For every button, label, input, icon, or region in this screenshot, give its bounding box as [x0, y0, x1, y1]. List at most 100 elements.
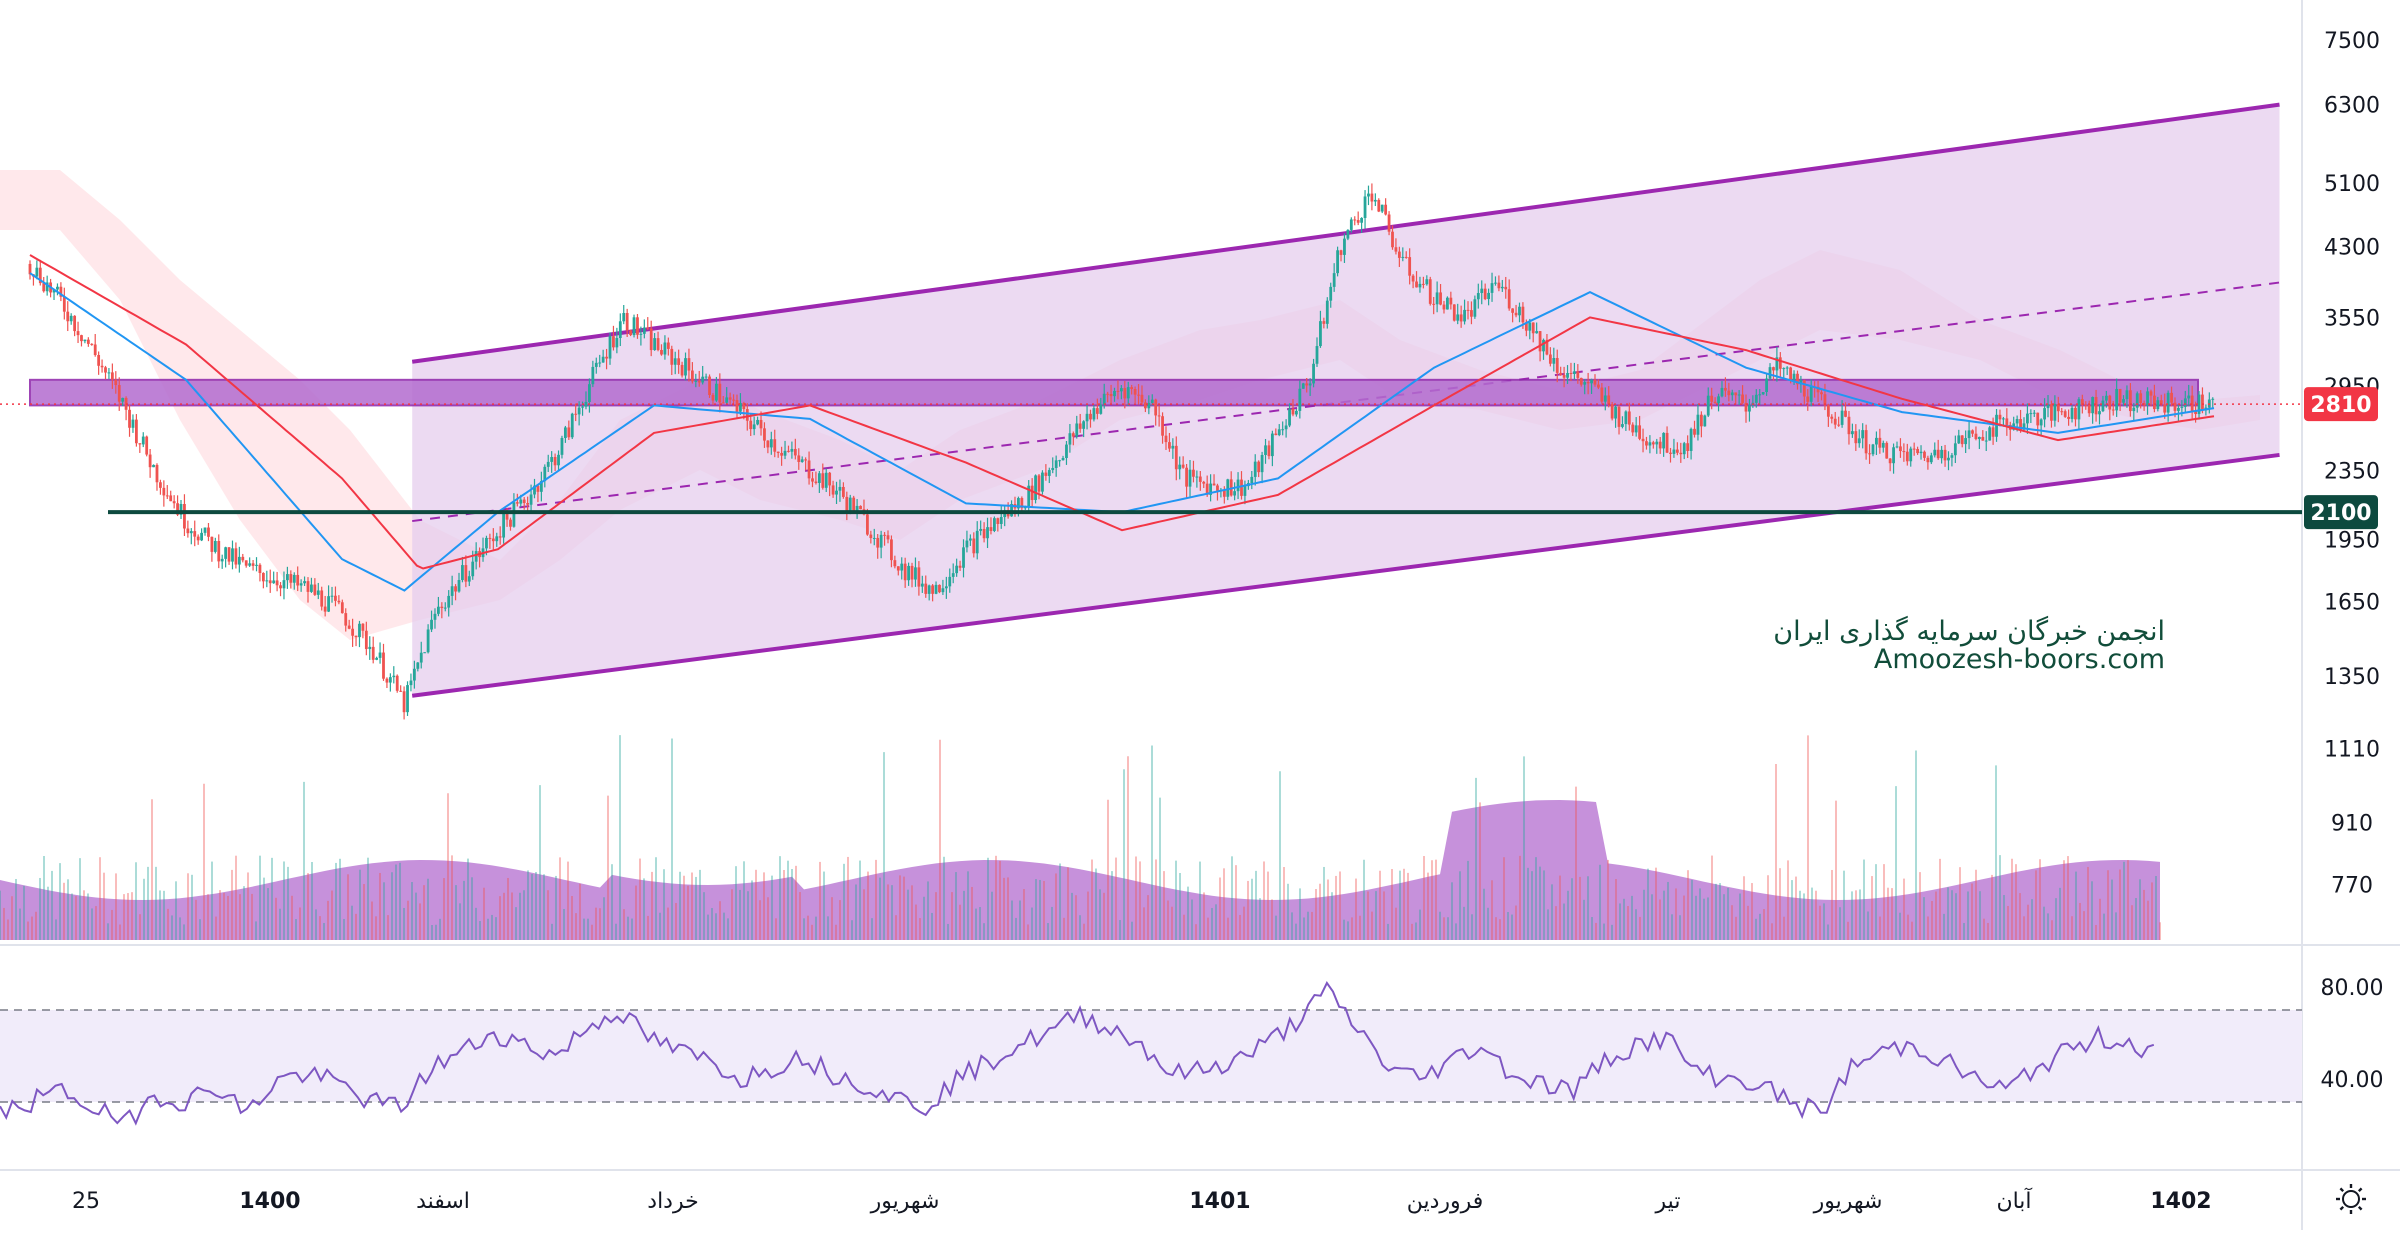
price-axis[interactable]: 7500630051004300355029502350195016501350…: [2324, 29, 2380, 898]
candle-body: [1977, 436, 1981, 440]
candle-body: [968, 538, 972, 541]
candle-body: [2153, 395, 2156, 410]
horizontal-levels[interactable]: [0, 403, 2302, 515]
candle-body: [426, 629, 430, 653]
candle-body: [272, 580, 276, 584]
candle-body: [934, 584, 938, 594]
candle-body: [296, 574, 300, 586]
candle-body: [1576, 371, 1580, 378]
candle-body: [1095, 408, 1099, 414]
candle-body: [1748, 405, 1751, 412]
candle-body: [1418, 283, 1422, 288]
candle-body: [227, 547, 231, 562]
candle-body: [1624, 411, 1628, 425]
candle-body: [1377, 199, 1381, 212]
candle-body: [2115, 388, 2119, 411]
candle-body: [1164, 435, 1168, 443]
moving-average-fast: [29, 254, 2215, 570]
candle-body: [1408, 257, 1412, 276]
candle-body: [1490, 283, 1494, 293]
candle-body: [2094, 397, 2098, 415]
candle-body: [745, 409, 749, 421]
candle-body: [866, 514, 869, 535]
candle-body: [1768, 367, 1772, 379]
candle-body: [152, 464, 155, 468]
candle-body: [1806, 396, 1810, 402]
candle-body: [231, 548, 234, 562]
time-tick-label: فروردین: [1407, 1189, 1484, 1214]
candle-body: [1789, 367, 1793, 380]
candle-body: [567, 427, 571, 438]
candle-body: [2149, 391, 2153, 396]
candle-body: [690, 370, 694, 382]
candle-body: [1415, 281, 1418, 288]
candle-body: [2125, 390, 2129, 400]
candle-body: [375, 657, 379, 660]
candle-body: [1710, 395, 1714, 402]
candle-body: [1044, 472, 1048, 476]
candle-body: [412, 668, 416, 681]
channel-lower-line[interactable]: [411, 452, 2280, 698]
candle-body: [1943, 449, 1947, 461]
candle-body: [1116, 390, 1120, 392]
candle-body: [320, 590, 324, 607]
candle-body: [1123, 388, 1127, 399]
candle-body: [2053, 403, 2057, 421]
candle-body: [1222, 489, 1226, 497]
candle-body: [560, 437, 564, 455]
candle-body: [1627, 411, 1631, 425]
candle-body: [1192, 469, 1195, 477]
sun-gear-icon[interactable]: [2336, 1184, 2366, 1214]
candle-body: [893, 560, 897, 567]
candle-body: [1545, 339, 1549, 355]
candle-body: [495, 536, 499, 542]
candle-body: [1590, 379, 1593, 384]
channel-upper-line[interactable]: [411, 102, 2280, 364]
candle-body: [148, 454, 152, 468]
candle-body: [855, 505, 859, 514]
candle-body: [972, 538, 976, 554]
candle-body: [1631, 424, 1635, 433]
candle-body: [1332, 273, 1336, 287]
candle-body: [1531, 322, 1535, 334]
candle-body: [793, 448, 797, 456]
candle-body: [1363, 196, 1367, 218]
candle-body: [334, 595, 337, 601]
candle-body: [1720, 387, 1724, 397]
candle-body: [1102, 393, 1106, 405]
candle-body: [1655, 441, 1659, 445]
candle-body: [999, 517, 1003, 524]
candle-body: [728, 397, 732, 400]
candle-body: [327, 596, 330, 612]
candle-body: [944, 586, 948, 589]
candle-body: [677, 358, 681, 365]
candle-body: [419, 652, 423, 663]
candle-body: [1051, 467, 1055, 471]
candle-body: [1401, 256, 1405, 258]
candle-body: [1583, 382, 1587, 385]
candle-body: [742, 402, 746, 410]
time-axis[interactable]: 25 1400 اسفند خرداد شهریور 1401 فروردین تیر شهری…: [72, 1187, 2212, 1214]
candle-body: [1669, 452, 1672, 454]
candle-body: [450, 586, 454, 596]
candle-body: [1439, 292, 1442, 305]
candle-body: [354, 635, 358, 638]
candle-body: [316, 590, 320, 595]
candle-body: [1967, 430, 1971, 439]
candle-body: [169, 495, 173, 502]
candle-body: [303, 581, 306, 584]
candle-body: [1899, 446, 1902, 452]
candle-body: [769, 439, 773, 448]
candle-body: [1758, 394, 1762, 396]
candle-body: [90, 343, 94, 345]
candle-body: [1754, 394, 1758, 403]
candle-body: [687, 358, 691, 371]
candle-body: [2104, 395, 2108, 401]
candle-body: [588, 384, 591, 402]
candle-body: [1397, 251, 1401, 258]
candle-body: [97, 355, 101, 366]
candle-body: [1844, 410, 1847, 417]
candle-body: [1291, 408, 1295, 415]
time-tick-label: 1402: [2150, 1189, 2211, 1214]
